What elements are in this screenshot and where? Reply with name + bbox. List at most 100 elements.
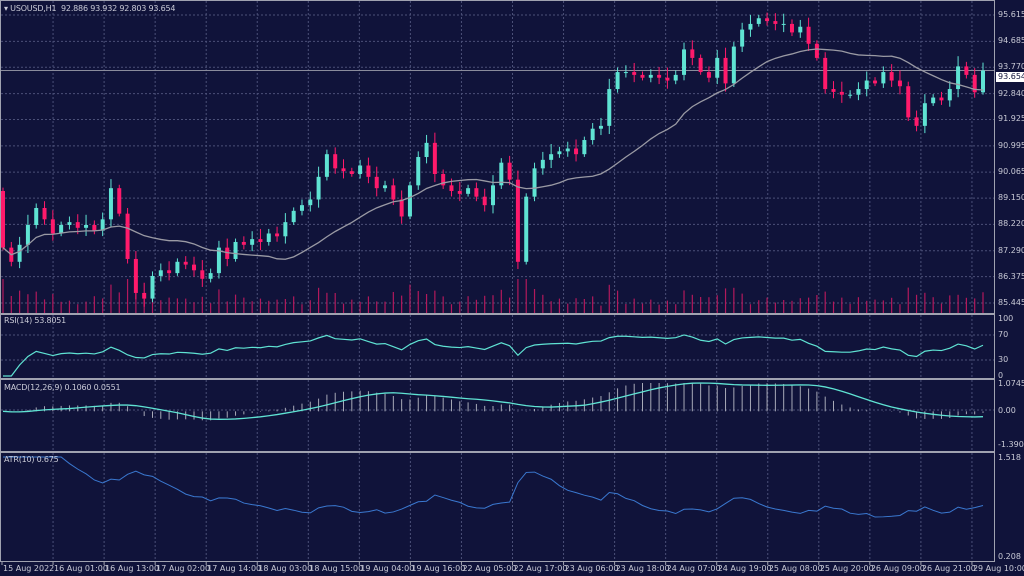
candle-bear [225, 247, 230, 259]
rsi-label: RSI(14) 53.8051 [4, 316, 67, 325]
candle-bear [258, 239, 263, 242]
candle-bear [823, 57, 828, 90]
candle-bull [947, 89, 952, 101]
candle-bull [856, 89, 861, 95]
candle-bear [873, 80, 878, 84]
candle-bull [922, 103, 927, 126]
time-label: 22 Aug 05:00 [462, 564, 517, 573]
candle-bull [549, 154, 554, 160]
time-label: 26 Aug 09:00 [870, 564, 925, 573]
candle-bear [432, 142, 437, 175]
time-label: 16 Aug 01:00 [54, 564, 108, 573]
macd-tick: 1.0745 [998, 379, 1024, 388]
candle-bear [507, 162, 512, 180]
rsi-line [3, 334, 984, 377]
candle-bull [565, 148, 570, 152]
candle-bear [117, 188, 122, 214]
candle-bull [848, 94, 853, 96]
candle-bear [142, 292, 147, 299]
candle-bear [765, 18, 770, 22]
price-tick-label: 93.770 [998, 62, 1024, 72]
candle-bull [216, 247, 221, 274]
candle-bull [931, 97, 936, 104]
candle-bull [491, 185, 495, 206]
candle-bear [241, 241, 246, 245]
candle-bull [299, 205, 304, 211]
candle-bull [358, 165, 363, 175]
candle-bull [67, 222, 72, 225]
time-label: 19 Aug 04:00 [360, 564, 415, 573]
candle-bear [183, 261, 188, 265]
candle-bull [233, 241, 238, 259]
candle-bull [557, 151, 562, 155]
candle-bull [324, 154, 329, 177]
candle-bull [532, 168, 537, 197]
candle-bull [756, 18, 761, 24]
candle-bull [956, 66, 961, 90]
candle-bear [200, 270, 205, 279]
candle-bull [100, 219, 105, 231]
candle-bull [466, 188, 471, 194]
candle-bull [981, 70, 985, 93]
candle-bear [515, 179, 520, 262]
pane-border [0, 314, 995, 379]
price-tick-label: 88.220 [998, 219, 1024, 229]
time-label: 29 Aug 10:00 [972, 564, 1024, 573]
candle-bull [740, 29, 745, 47]
candle-bull [673, 74, 678, 81]
time-label: 24 Aug 07:00 [666, 564, 721, 573]
candle-bull [715, 57, 720, 78]
symbol-label: USOUSD,H1 [10, 4, 57, 13]
time-label: 15 Aug 2022 [3, 564, 55, 573]
candle-bear [706, 72, 711, 78]
candle-bear [773, 21, 778, 24]
candle-bear [698, 57, 703, 73]
candle-bear [789, 23, 794, 33]
rsi-tick: 100 [998, 314, 1014, 323]
candle-bear [42, 207, 47, 220]
time-label: 18 Aug 03:00 [258, 564, 313, 573]
candle-bear [482, 196, 487, 206]
time-label: 17 Aug 14:00 [207, 564, 262, 573]
candle-bull [59, 224, 64, 234]
candle-bull [84, 224, 89, 228]
rsi-tick: 30 [998, 355, 1009, 364]
candle-bull [607, 89, 612, 126]
time-label: 25 Aug 20:00 [819, 564, 874, 573]
candle-bear [640, 74, 645, 78]
candle-bear [449, 185, 454, 191]
price-tick-label: 85.445 [998, 298, 1024, 307]
candle-bear [341, 168, 346, 172]
candle-bull [208, 273, 213, 279]
candle-bull [291, 210, 296, 223]
pane-border [0, 452, 995, 562]
price-tick-label: 86.375 [998, 271, 1024, 281]
time-label: 22 Aug 17:00 [513, 564, 568, 573]
candle-bear [92, 224, 97, 231]
candle-bull [748, 23, 753, 30]
high-value: 93.932 [90, 4, 117, 13]
candle-bull [781, 23, 786, 25]
candle-bear [133, 258, 138, 293]
candle-bear [374, 176, 379, 189]
price-tick-label: 95.615 [998, 10, 1024, 19]
candle-bull [499, 162, 504, 186]
candle-bear [75, 222, 80, 228]
candle-bull [34, 207, 39, 225]
candle-bear [690, 49, 695, 58]
candle-bull [150, 275, 155, 299]
candle-bear [906, 86, 911, 118]
dropdown-triangle-icon[interactable]: ▾ [4, 4, 8, 13]
candle-bear [914, 117, 919, 126]
candle-bear [665, 77, 670, 81]
candle-bear [192, 264, 197, 271]
candle-bear [814, 43, 819, 58]
candle-bull [615, 72, 620, 90]
time-label: 23 Aug 18:00 [615, 564, 670, 573]
price-tick-label: 90.995 [998, 140, 1024, 150]
candle-bull [424, 142, 429, 158]
candle-bull [407, 185, 412, 217]
candle-bear [964, 66, 969, 75]
